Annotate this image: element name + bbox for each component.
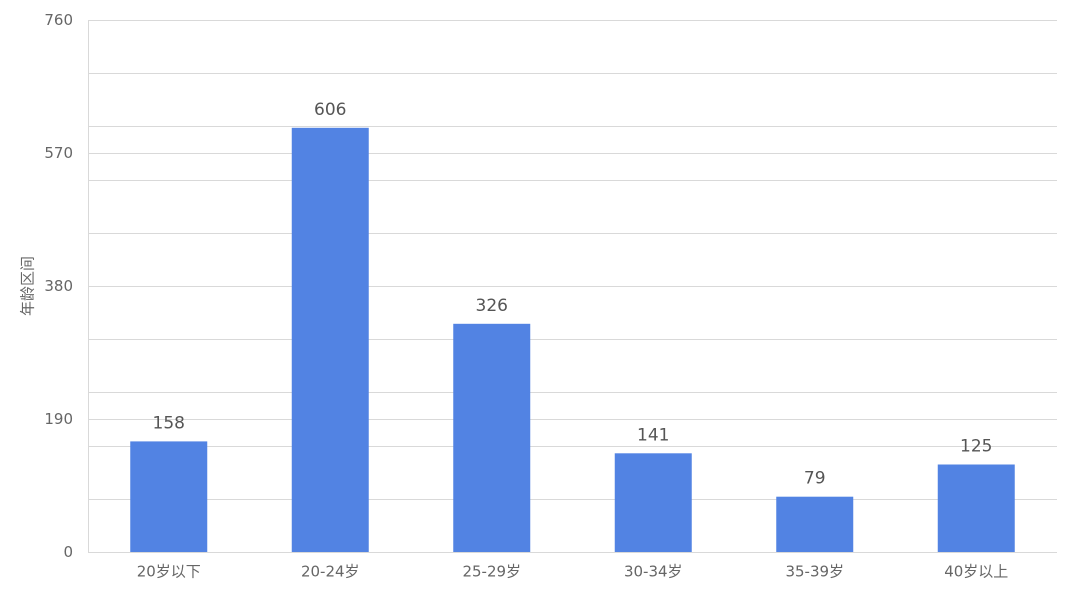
x-tick-label: 20-24岁: [301, 563, 360, 581]
x-tick-label: 20岁以下: [137, 563, 201, 581]
y-tick-label: 380: [44, 277, 73, 295]
x-tick-label: 25-29岁: [462, 563, 521, 581]
bar: [291, 127, 369, 553]
y-tick-label: 0: [63, 543, 73, 561]
value-label: 326: [476, 296, 508, 316]
bar: [776, 496, 854, 552]
y-tick-label: 190: [44, 410, 73, 428]
x-tick-label: 30-34岁: [624, 563, 683, 581]
value-label: 79: [804, 469, 826, 489]
x-tick-label: 40岁以上: [944, 563, 1008, 581]
y-axis-label: 年龄区间: [19, 256, 37, 316]
y-tick-label: 760: [44, 11, 73, 29]
value-label: 141: [637, 425, 669, 445]
bar: [453, 323, 531, 552]
y-tick-label: 570: [44, 144, 73, 162]
value-label: 158: [153, 413, 185, 433]
bar: [614, 453, 692, 552]
bar: [130, 441, 208, 552]
value-label: 125: [960, 437, 992, 457]
x-tick-label: 35-39岁: [785, 563, 844, 581]
bar: [937, 464, 1015, 552]
value-label: 606: [314, 100, 346, 120]
